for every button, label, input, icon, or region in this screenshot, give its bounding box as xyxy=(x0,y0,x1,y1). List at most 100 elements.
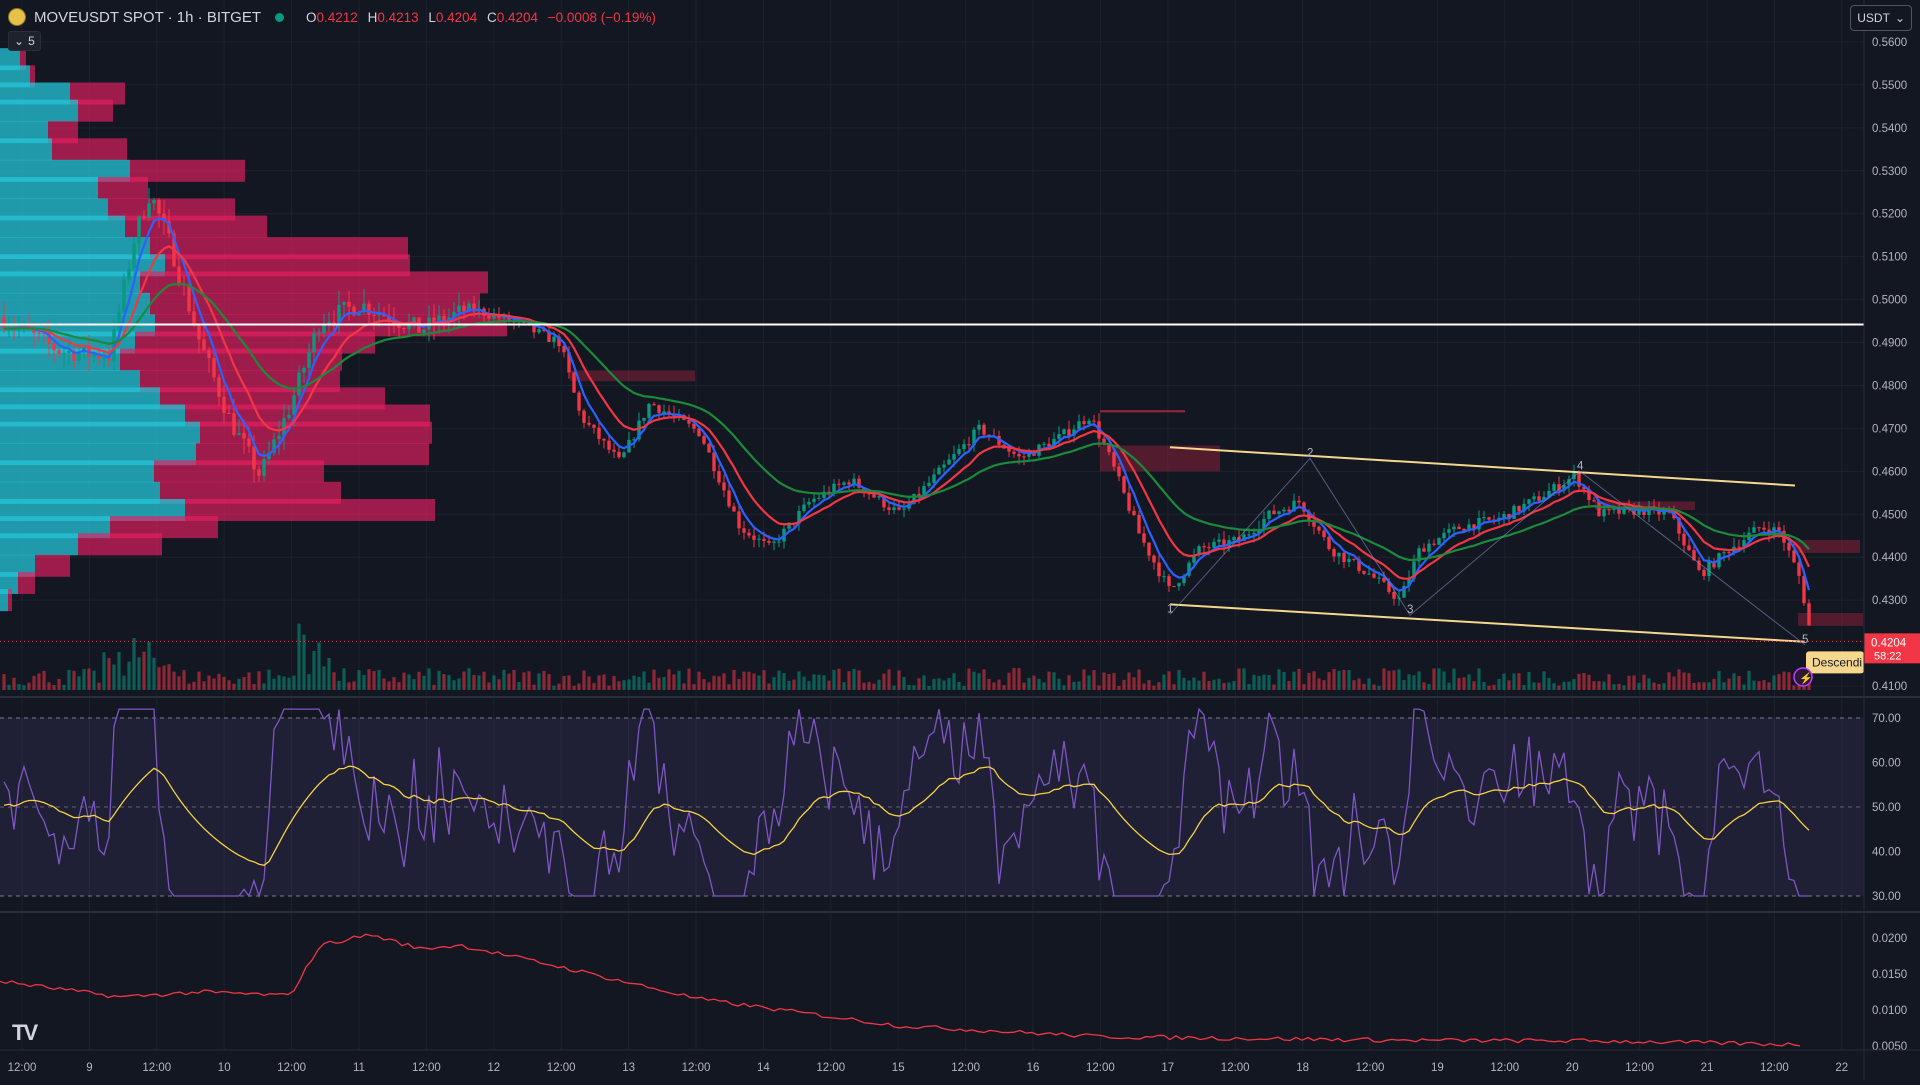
candle-body[interactable] xyxy=(1487,517,1491,520)
candle-body[interactable] xyxy=(442,315,446,323)
candle-body[interactable] xyxy=(547,330,551,342)
candle-body[interactable] xyxy=(747,532,751,536)
candle-body[interactable] xyxy=(567,352,571,373)
candle-body[interactable] xyxy=(1232,537,1236,541)
candle-body[interactable] xyxy=(1562,485,1566,491)
candle-body[interactable] xyxy=(362,303,366,312)
candle-body[interactable] xyxy=(1042,443,1046,445)
candle-body[interactable] xyxy=(152,200,156,204)
candle-body[interactable] xyxy=(187,285,191,312)
candle-body[interactable] xyxy=(632,439,636,441)
candle-body[interactable] xyxy=(1117,466,1121,477)
candle-body[interactable] xyxy=(237,432,241,435)
candle-body[interactable] xyxy=(1587,489,1591,501)
candle-body[interactable] xyxy=(42,333,46,335)
candle-body[interactable] xyxy=(457,305,461,312)
candle-body[interactable] xyxy=(347,301,351,307)
candle-body[interactable] xyxy=(972,429,976,446)
candle-body[interactable] xyxy=(1377,577,1381,579)
candle-body[interactable] xyxy=(582,410,586,423)
ema-mid-line[interactable] xyxy=(3,245,1810,580)
candle-body[interactable] xyxy=(1507,513,1511,519)
candle-body[interactable] xyxy=(1512,505,1516,519)
candle-body[interactable] xyxy=(372,314,376,316)
candle-body[interactable] xyxy=(82,345,86,353)
candle-body[interactable] xyxy=(1202,546,1206,548)
candle-body[interactable] xyxy=(957,449,961,455)
candle-body[interactable] xyxy=(1477,518,1481,530)
candle-body[interactable] xyxy=(1152,555,1156,563)
candle-body[interactable] xyxy=(1162,576,1166,578)
candle-body[interactable] xyxy=(942,464,946,468)
candle-body[interactable] xyxy=(127,268,131,280)
candle-body[interactable] xyxy=(1592,500,1596,502)
candle-body[interactable] xyxy=(1557,484,1561,491)
candle-body[interactable] xyxy=(1722,552,1726,554)
candle-body[interactable] xyxy=(1132,510,1136,515)
candle-body[interactable] xyxy=(1462,529,1466,531)
candle-body[interactable] xyxy=(587,422,591,425)
candle-body[interactable] xyxy=(1332,549,1336,557)
candle-body[interactable] xyxy=(322,325,326,334)
candle-body[interactable] xyxy=(67,350,71,353)
candle-body[interactable] xyxy=(1387,581,1391,592)
candle-body[interactable] xyxy=(37,332,41,334)
candle-body[interactable] xyxy=(342,301,346,305)
candle-body[interactable] xyxy=(1352,558,1356,560)
candle-body[interactable] xyxy=(1092,420,1096,422)
candle-body[interactable] xyxy=(242,432,246,439)
candle-body[interactable] xyxy=(1687,545,1691,551)
candle-body[interactable] xyxy=(702,436,706,444)
candle-body[interactable] xyxy=(932,474,936,483)
candle-body[interactable] xyxy=(1147,542,1151,556)
currency-button[interactable]: USDT ⌄ xyxy=(1850,5,1912,31)
candle-body[interactable] xyxy=(882,496,886,508)
candle-body[interactable] xyxy=(147,203,151,218)
candle-body[interactable] xyxy=(1537,496,1541,501)
candle-body[interactable] xyxy=(1517,505,1521,512)
candle-body[interactable] xyxy=(312,333,316,353)
candle-body[interactable] xyxy=(1247,534,1251,536)
candle-body[interactable] xyxy=(412,317,416,323)
candle-body[interactable] xyxy=(842,482,846,485)
candle-body[interactable] xyxy=(602,438,606,441)
candle-body[interactable] xyxy=(1707,561,1711,577)
candle-body[interactable] xyxy=(1742,539,1746,548)
candle-body[interactable] xyxy=(492,314,496,319)
candle-body[interactable] xyxy=(107,358,111,361)
candle-body[interactable] xyxy=(1617,508,1621,514)
candle-body[interactable] xyxy=(1527,499,1531,504)
candle-body[interactable] xyxy=(1127,492,1131,511)
candle-body[interactable] xyxy=(387,316,391,322)
candle-body[interactable] xyxy=(2,316,6,329)
candle-body[interactable] xyxy=(132,243,136,269)
candle-body[interactable] xyxy=(767,540,771,543)
candle-body[interactable] xyxy=(692,423,696,429)
candle-body[interactable] xyxy=(947,459,951,465)
candle-body[interactable] xyxy=(1767,529,1771,535)
candle-body[interactable] xyxy=(97,353,101,359)
candle-body[interactable] xyxy=(1062,429,1066,435)
candle-body[interactable] xyxy=(262,458,266,476)
candle-body[interactable] xyxy=(812,498,816,502)
candle-body[interactable] xyxy=(1172,586,1176,588)
candle-body[interactable] xyxy=(1077,421,1081,430)
candle-body[interactable] xyxy=(1567,479,1571,486)
candle-body[interactable] xyxy=(697,428,701,437)
candle-body[interactable] xyxy=(227,413,231,415)
candle-body[interactable] xyxy=(252,446,256,470)
candle-body[interactable] xyxy=(887,507,891,510)
candle-body[interactable] xyxy=(1612,508,1616,510)
candle-body[interactable] xyxy=(572,372,576,393)
candle-body[interactable] xyxy=(1302,502,1306,512)
candle-body[interactable] xyxy=(1207,547,1211,549)
candle-body[interactable] xyxy=(162,213,166,221)
candle-body[interactable] xyxy=(1467,524,1471,531)
candle-body[interactable] xyxy=(1067,429,1071,436)
candle-body[interactable] xyxy=(57,350,61,354)
candle-body[interactable] xyxy=(1237,537,1241,541)
candle-body[interactable] xyxy=(307,352,311,368)
candle-body[interactable] xyxy=(1422,548,1426,552)
